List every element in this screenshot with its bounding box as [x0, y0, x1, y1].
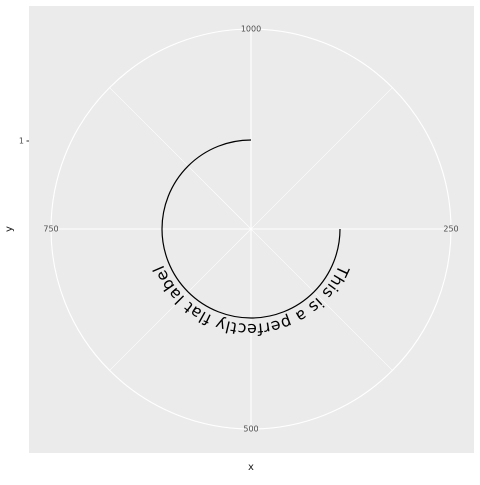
- theta-tick-label: 500: [243, 425, 258, 434]
- series-lines: [161, 139, 341, 319]
- theta-tick-label: 1000: [241, 25, 261, 34]
- grid-lines: [50, 28, 452, 430]
- theta-tick-label: 750: [43, 225, 58, 234]
- minor-grid-spoke: [109, 87, 252, 230]
- minor-grid-spoke: [109, 228, 252, 371]
- y-axis: 1: [19, 137, 29, 146]
- theta-tick-labels: 500 750 1000 250: [43, 25, 458, 434]
- minor-grid-spoke: [250, 87, 393, 230]
- minor-grid-spoke: [250, 228, 393, 371]
- theta-tick-label: 250: [443, 225, 458, 234]
- series-line: [161, 139, 341, 319]
- y-axis-title: y: [4, 226, 15, 232]
- y-tick-label: 1: [19, 137, 24, 146]
- x-axis-title: x: [248, 462, 254, 473]
